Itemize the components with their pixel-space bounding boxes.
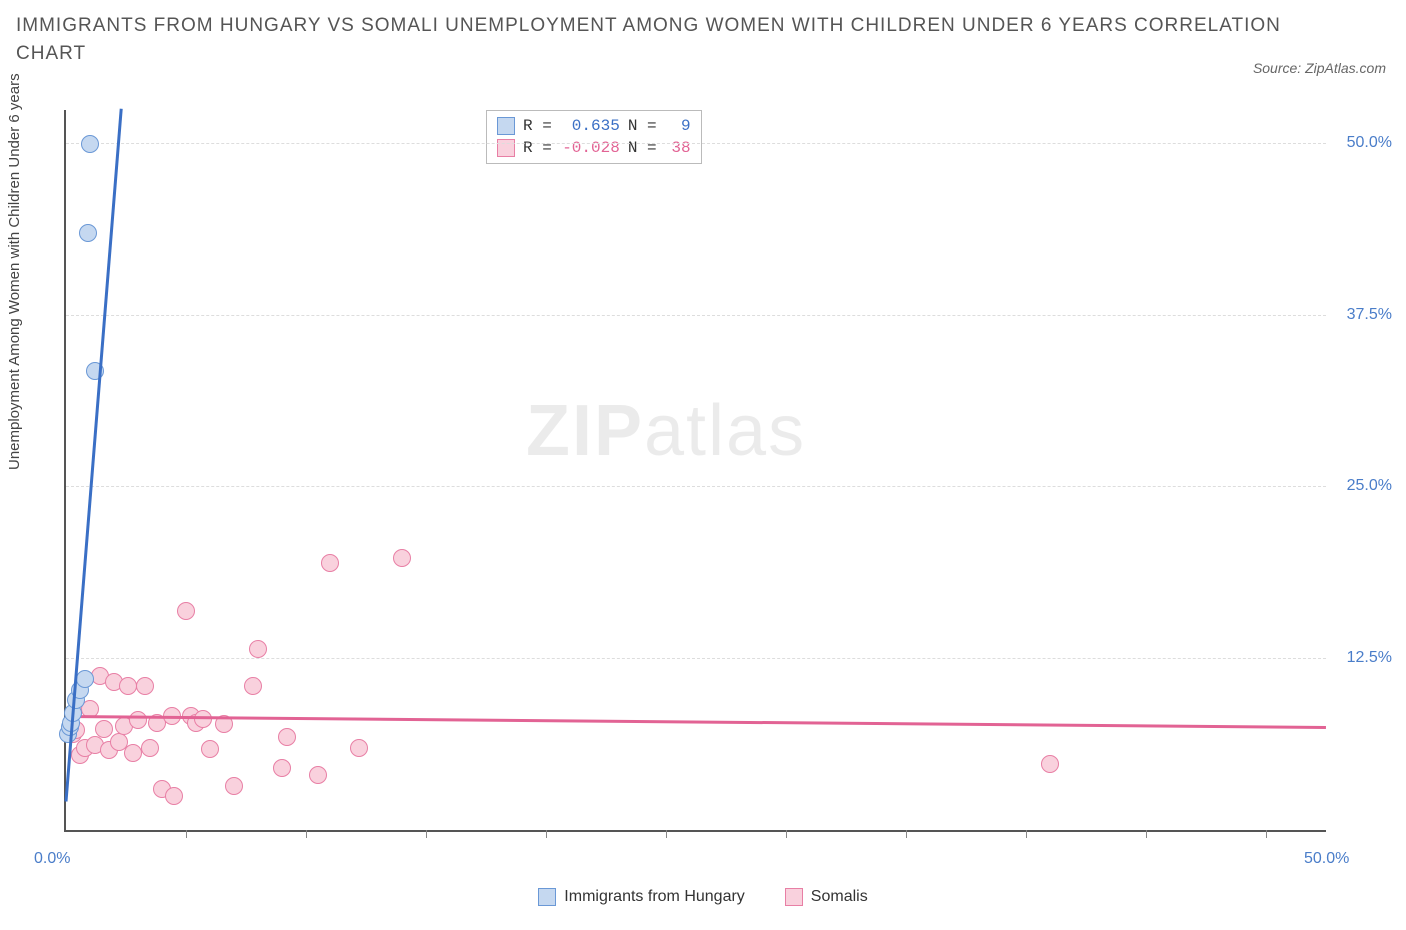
legend-item-hungary: Immigrants from Hungary	[538, 888, 745, 906]
data-point-somalis	[244, 677, 262, 695]
data-point-somalis	[119, 677, 137, 695]
watermark-bold: ZIP	[526, 391, 644, 471]
data-point-somalis	[249, 640, 267, 658]
legend-swatch-hungary	[538, 888, 556, 906]
legend-swatch-hungary	[497, 117, 515, 135]
legend-n-value: 38	[665, 137, 691, 159]
legend-row-somalis: R = -0.028 N = 38	[497, 137, 691, 159]
trend-line-somalis	[66, 715, 1326, 729]
watermark-light: atlas	[644, 391, 806, 471]
data-point-somalis	[95, 720, 113, 738]
x-tick	[1266, 830, 1267, 838]
source-attribution: Source: ZipAtlas.com	[1253, 60, 1386, 76]
chart-title: IMMIGRANTS FROM HUNGARY VS SOMALI UNEMPL…	[16, 12, 1286, 68]
legend-swatch-somalis	[497, 139, 515, 157]
data-point-somalis	[321, 554, 339, 572]
series-legend: Immigrants from Hungary Somalis	[0, 888, 1406, 906]
legend-r-value: 0.635	[560, 115, 620, 137]
data-point-somalis	[124, 744, 142, 762]
data-point-somalis	[129, 711, 147, 729]
legend-label-hungary: Immigrants from Hungary	[564, 888, 745, 906]
y-tick-label: 50.0%	[1332, 134, 1392, 152]
data-point-somalis	[136, 677, 154, 695]
data-point-somalis	[177, 602, 195, 620]
legend-n-value: 9	[665, 115, 691, 137]
legend-item-somalis: Somalis	[785, 888, 868, 906]
legend-r-label: R =	[523, 115, 552, 137]
gridline	[66, 315, 1326, 316]
legend-row-hungary: R = 0.635 N = 9	[497, 115, 691, 137]
correlation-legend: R = 0.635 N = 9 R = -0.028 N = 38	[486, 110, 702, 164]
gridline	[66, 143, 1326, 144]
data-point-somalis	[225, 777, 243, 795]
legend-n-label: N =	[628, 115, 657, 137]
data-point-somalis	[165, 787, 183, 805]
x-tick	[546, 830, 547, 838]
x-tick	[426, 830, 427, 838]
watermark: ZIPatlas	[526, 390, 806, 472]
legend-label-somalis: Somalis	[811, 888, 868, 906]
data-point-somalis	[141, 739, 159, 757]
x-tick	[906, 830, 907, 838]
y-tick-label: 37.5%	[1332, 306, 1392, 324]
y-tick-label: 25.0%	[1332, 477, 1392, 495]
x-tick	[1146, 830, 1147, 838]
data-point-somalis	[350, 739, 368, 757]
legend-swatch-somalis	[785, 888, 803, 906]
legend-n-label: N =	[628, 137, 657, 159]
data-point-somalis	[273, 759, 291, 777]
trend-line-hungary	[65, 108, 123, 801]
data-point-somalis	[393, 549, 411, 567]
x-tick-label: 50.0%	[1304, 850, 1349, 868]
x-tick	[1026, 830, 1027, 838]
data-point-somalis	[309, 766, 327, 784]
data-point-hungary	[81, 135, 99, 153]
legend-r-label: R =	[523, 137, 552, 159]
data-point-hungary	[76, 670, 94, 688]
chart-plot-area: ZIPatlas R = 0.635 N = 9 R = -0.028 N = …	[64, 110, 1326, 832]
legend-r-value: -0.028	[560, 137, 620, 159]
data-point-somalis	[201, 740, 219, 758]
x-tick	[306, 830, 307, 838]
x-tick-label: 0.0%	[34, 850, 70, 868]
gridline	[66, 486, 1326, 487]
data-point-hungary	[79, 224, 97, 242]
x-tick	[666, 830, 667, 838]
y-tick-label: 12.5%	[1332, 649, 1392, 667]
y-axis-label: Unemployment Among Women with Children U…	[6, 73, 23, 470]
x-tick	[186, 830, 187, 838]
data-point-somalis	[1041, 755, 1059, 773]
x-tick	[786, 830, 787, 838]
data-point-somalis	[278, 728, 296, 746]
